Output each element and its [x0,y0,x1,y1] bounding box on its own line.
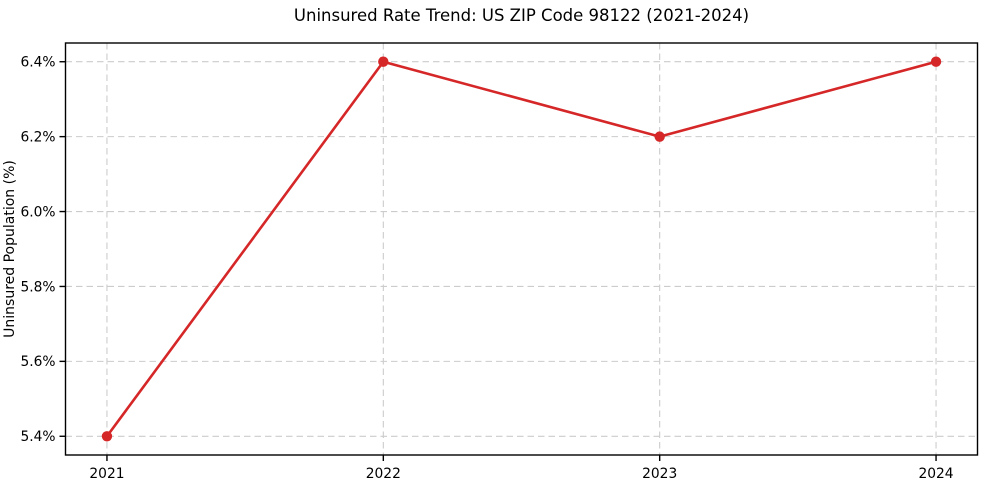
plot-border [64,42,979,456]
data-point-marker [101,431,113,442]
y-tick-label: 6.0% [20,204,55,220]
y-tick-label: 5.4% [20,429,55,445]
x-tick-label: 2024 [918,466,953,482]
y-tick-label: 6.2% [20,129,55,145]
x-tick-label: 2021 [89,466,124,482]
x-tick-label: 2023 [642,466,677,482]
chart-title: Uninsured Rate Trend: US ZIP Code 98122 … [294,6,749,25]
trend-line [105,60,938,438]
data-point-marker [378,56,389,67]
y-tick-label: 6.4% [20,55,55,71]
data-point-marker [930,56,942,67]
y-tick-label: 5.8% [20,279,55,295]
y-tick-label: 5.6% [20,354,55,370]
data-point-marker [654,131,665,142]
y-axis-label: Uninsured Population (%) [2,160,18,338]
plot-area: 5.4% 5.6% 5.8% 6.0% 6.2% 6.4% 2021 2022 2023 2024 [20,42,979,482]
x-tick-label: 2022 [366,466,401,482]
